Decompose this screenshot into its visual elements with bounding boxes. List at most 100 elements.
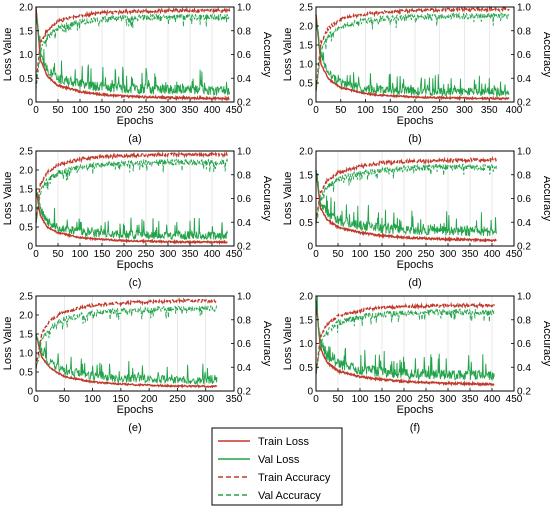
- legend-label: Val Accuracy: [258, 490, 321, 502]
- y-tick-label: 2.5: [19, 292, 33, 303]
- panel-label: (e): [128, 422, 141, 434]
- x-tick-label: 250: [418, 249, 435, 260]
- y-axis-label: Loss Value: [282, 317, 294, 371]
- x-tick-label: 50: [335, 105, 347, 116]
- y2-tick-label: 0.4: [517, 74, 531, 85]
- y-tick-label: 2.0: [19, 311, 33, 322]
- y2-tick-label: 1.0: [517, 3, 531, 14]
- y2-tick-label: 0.8: [517, 26, 531, 37]
- train-accuracy-line: [35, 297, 218, 368]
- x-tick-label: 100: [84, 394, 101, 405]
- y2-axis-label: Accuracy: [261, 321, 273, 367]
- panel-label: (d): [408, 277, 421, 289]
- train-accuracy-line: [315, 301, 495, 374]
- y2-tick-label: 0.8: [237, 315, 251, 326]
- y2-tick-label: 0.8: [517, 315, 531, 326]
- x-tick-label: 100: [72, 105, 89, 116]
- panel-label: (a): [128, 133, 141, 145]
- val-accuracy-line: [35, 13, 231, 91]
- train-accuracy-line: [35, 6, 231, 85]
- y2-tick-label: 1.0: [237, 147, 251, 158]
- y-tick-label: 0: [27, 387, 33, 398]
- train-loss-line: [35, 188, 228, 246]
- x-tick-label: 300: [440, 394, 457, 405]
- y2-tick-label: 0.4: [517, 363, 531, 374]
- x-tick-label: 150: [94, 105, 111, 116]
- x-tick-label: 0: [313, 394, 319, 405]
- train-loss-line: [315, 300, 495, 388]
- y-tick-label: 2.0: [299, 22, 313, 33]
- x-tick-label: 400: [204, 105, 221, 116]
- y-tick-label: 0.5: [299, 218, 313, 229]
- x-tick-label: 200: [396, 394, 413, 405]
- y2-tick-label: 0.6: [237, 194, 251, 205]
- y2-tick-label: 0.2: [517, 98, 531, 109]
- legend: Train Loss Val Loss Train Accuracy Val Accu…: [211, 427, 343, 506]
- y-tick-label: 1.0: [19, 50, 33, 61]
- train-loss-line: [315, 14, 510, 101]
- x-tick-label: 350: [462, 249, 479, 260]
- x-tick-label: 100: [357, 105, 374, 116]
- val-accuracy-line: [35, 305, 218, 370]
- chart-panel: 0 50 100 150 200 250 300 350 400 450 0 0.5 1.0 1.5 2.0…: [2, 3, 273, 146]
- x-tick-label: 200: [116, 249, 133, 260]
- val-accuracy-line: [315, 11, 510, 93]
- y-tick-label: 2.0: [299, 292, 313, 303]
- x-tick-label: 200: [407, 105, 424, 116]
- panel-label: (b): [408, 133, 421, 145]
- val-loss-line: [315, 18, 510, 98]
- x-tick-label: 50: [52, 105, 64, 116]
- val-loss-line: [35, 333, 218, 386]
- y-tick-label: 0.5: [19, 74, 33, 85]
- x-tick-label: 150: [113, 394, 130, 405]
- chart-panel: 0 50 100 150 200 250 300 350 400 450 0 0.5 1.0 1.5 2.0…: [282, 292, 550, 435]
- y2-tick-label: 0.8: [237, 26, 251, 37]
- y2-tick-label: 0.2: [237, 242, 251, 253]
- y2-tick-label: 0.4: [517, 218, 531, 229]
- y-tick-label: 0.5: [19, 223, 33, 234]
- x-tick-label: 150: [382, 105, 399, 116]
- y-tick-label: 1.5: [299, 315, 313, 326]
- x-tick-label: 100: [352, 249, 369, 260]
- y2-tick-label: 0.8: [517, 170, 531, 181]
- legend-label: Train Loss: [258, 436, 309, 448]
- train-accuracy-line: [315, 5, 510, 91]
- x-tick-label: 300: [456, 105, 473, 116]
- x-tick-label: 450: [506, 249, 523, 260]
- x-tick-label: 300: [197, 394, 214, 405]
- train-loss-line: [35, 6, 230, 102]
- y-tick-label: 1.5: [19, 185, 33, 196]
- y-axis-label: Loss Value: [282, 172, 294, 226]
- x-axis-label: Epochs: [117, 404, 154, 416]
- x-tick-label: 100: [72, 249, 89, 260]
- y-axis-label: Loss Value: [2, 317, 14, 371]
- y-axis-label: Loss Value: [282, 28, 294, 82]
- y2-axis-label: Accuracy: [261, 176, 273, 222]
- y2-tick-label: 1.0: [237, 292, 251, 303]
- x-tick-label: 50: [59, 394, 71, 405]
- x-axis-label: Epochs: [117, 115, 154, 127]
- x-tick-label: 0: [33, 394, 39, 405]
- x-tick-label: 400: [484, 249, 501, 260]
- y2-tick-label: 0.6: [517, 194, 531, 205]
- x-tick-label: 350: [182, 249, 199, 260]
- val-accuracy-line: [35, 158, 228, 225]
- y-tick-label: 1.5: [19, 330, 33, 341]
- x-tick-label: 350: [481, 105, 498, 116]
- x-tick-label: 300: [160, 249, 177, 260]
- y2-tick-label: 0.6: [237, 50, 251, 61]
- y2-tick-label: 1.0: [517, 292, 531, 303]
- x-tick-label: 400: [484, 394, 501, 405]
- x-tick-label: 350: [462, 394, 479, 405]
- train-loss-line: [35, 333, 218, 389]
- y-axis-label: Loss Value: [2, 28, 14, 82]
- x-axis-label: Epochs: [397, 259, 434, 271]
- y-tick-label: 1.5: [19, 26, 33, 37]
- x-tick-label: 250: [138, 249, 155, 260]
- val-loss-line: [35, 11, 231, 97]
- x-tick-label: 450: [506, 394, 523, 405]
- y-tick-label: 1.5: [299, 41, 313, 52]
- x-tick-label: 150: [94, 249, 111, 260]
- legend-label: Val Loss: [258, 454, 300, 466]
